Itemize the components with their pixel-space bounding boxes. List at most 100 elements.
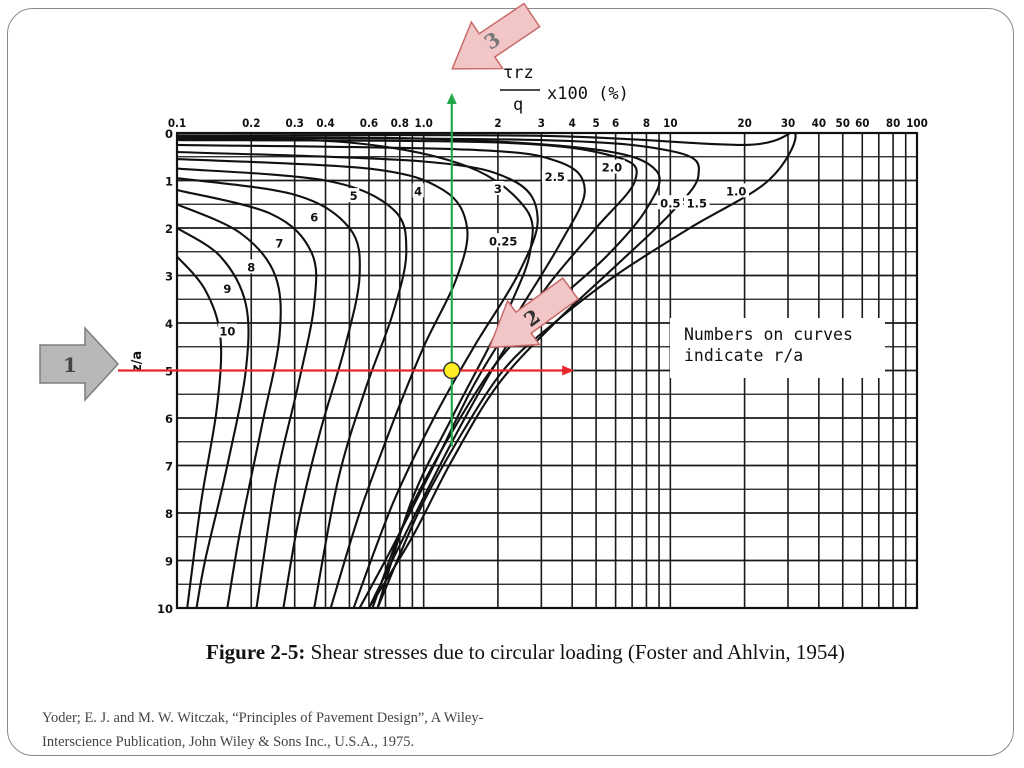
curve-label-bg [599, 159, 625, 174]
arrow-3 [451, 2, 541, 70]
curve-label-bg [541, 169, 568, 184]
x-tick-label: 5 [592, 116, 599, 130]
curve-label-bg [412, 183, 424, 198]
x-axis-title-numerator: τrz [503, 63, 534, 83]
curve-label-bg [683, 195, 710, 210]
curve-label: 1.0 [726, 184, 746, 198]
curve-r-a-7 [177, 188, 318, 608]
curve-r-a-1_0 [177, 133, 797, 608]
red-guide-arrowhead [562, 365, 575, 376]
curve-label: 5 [350, 189, 358, 203]
arrow-2-shape [488, 277, 580, 349]
x-tick-label: 80 [886, 116, 900, 130]
x-tick-label: 20 [737, 116, 751, 130]
x-tick-label: 0.3 [286, 116, 304, 130]
x-tick-label: 0.8 [391, 116, 409, 130]
y-tick-label: 7 [165, 460, 173, 474]
citation: Yoder; E. J. and M. W. Witczak, “Princip… [42, 706, 602, 754]
curve-label-bg [723, 183, 750, 198]
figure-caption-number: Figure 2-5: [206, 640, 306, 664]
x-tick-label: 2 [494, 116, 501, 130]
curve-label-bg [221, 280, 233, 295]
note-box: Numbers on curves indicate r/a [670, 318, 885, 378]
x-tick-label: 8 [643, 116, 650, 130]
curve-r-a-10 [177, 255, 223, 608]
y-tick-label: 1 [165, 175, 173, 189]
x-tick-label: 0.4 [316, 116, 334, 130]
curve-label-bg [273, 235, 285, 250]
curve-r-a-2_0 [177, 139, 638, 608]
curve-r-a-6 [177, 177, 361, 608]
chart-curves [177, 133, 797, 608]
x-tick-label: 50 [836, 116, 850, 130]
arrow-1-label: 1 [63, 353, 77, 377]
curve-label-bg [218, 323, 237, 338]
y-tick-label: 10 [157, 602, 173, 616]
x-axis-title-suffix: x100 (%) [547, 84, 629, 104]
y-tick-label: 3 [165, 270, 173, 284]
curve-label-bg [245, 259, 257, 274]
annotation-overlay [118, 93, 575, 447]
curve-label: 4 [414, 184, 422, 198]
citation-line-1: Yoder; E. J. and M. W. Witczak, “Princip… [42, 710, 484, 726]
y-tick-label: 4 [165, 317, 173, 331]
x-tick-label: 0.1 [168, 116, 186, 130]
curve-label-bg [486, 233, 520, 248]
green-guide-arrowhead [446, 93, 457, 104]
x-tick-label: 0.2 [242, 116, 260, 130]
x-tick-label: 6 [612, 116, 619, 130]
y-tick-label: 9 [165, 555, 173, 569]
y-tick-label: 0 [165, 127, 173, 141]
curve-label: 0.25 [489, 234, 517, 248]
figure-caption-text: Shear stresses due to circular loading (… [305, 640, 845, 664]
x-tick-label: 4 [569, 116, 576, 130]
y-axis-label: z/a [130, 351, 145, 372]
x-axis-title: τrz q x100 (%) [500, 63, 629, 115]
curve-r-a-8 [177, 203, 282, 608]
curve-label: 0.5 [660, 196, 680, 210]
curve-r-a-1_5 [177, 136, 700, 608]
intersection-marker [443, 361, 461, 380]
note-line-2: indicate r/a [684, 346, 803, 365]
curve-label: 8 [247, 260, 255, 274]
curve-label-bg [308, 209, 320, 224]
curve-r-a-9 [177, 227, 250, 608]
curve-r-a-5 [177, 167, 408, 608]
arrow-3-shape [451, 2, 541, 70]
y-tick-label: 8 [165, 507, 173, 521]
note-line-1: Numbers on curves [684, 325, 853, 344]
curve-label: 2.5 [545, 170, 565, 184]
figure-caption: Figure 2-5: Shear stresses due to circul… [206, 640, 926, 665]
curve-r-a-2_5 [177, 143, 586, 608]
curve-label: 3 [494, 182, 502, 196]
curve-label: 2.0 [602, 161, 622, 175]
curve-label: 9 [223, 282, 231, 296]
x-tick-label: 40 [812, 116, 826, 130]
curve-r-a-0_25 [177, 137, 534, 608]
curve-label: 6 [310, 211, 318, 225]
curve-labels: 0.25 0.5 1.5 1.0 2.0 2.5 3 4 5 6 7 8 9 10 [218, 159, 750, 339]
arrow-1: 1 [39, 326, 120, 402]
x-axis-title-denominator: q [513, 95, 523, 115]
y-tick-label: 6 [165, 412, 173, 426]
x-tick-label: 0.6 [360, 116, 378, 130]
curve-label: 7 [275, 237, 283, 251]
x-tick-label: 100 [906, 116, 928, 130]
citation-line-2: Interscience Publication, John Wiley & S… [42, 734, 415, 750]
x-tick-label: 1.0 [415, 116, 433, 130]
curve-r-a-3 [177, 150, 539, 608]
arrow-1-shape [39, 326, 120, 402]
x-tick-label: 10 [663, 116, 677, 130]
x-tick-label: 30 [781, 116, 795, 130]
x-tick-label: 60 [855, 116, 869, 130]
curve-label: 1.5 [687, 196, 707, 210]
curve-label: 10 [219, 325, 235, 339]
y-tick-label: 2 [165, 222, 173, 236]
curve-label-bg [348, 188, 360, 203]
curve-label-bg [492, 181, 504, 195]
curve-r-a-4 [177, 158, 469, 608]
curve-label-bg [657, 195, 684, 210]
arrow-2 [488, 277, 580, 349]
